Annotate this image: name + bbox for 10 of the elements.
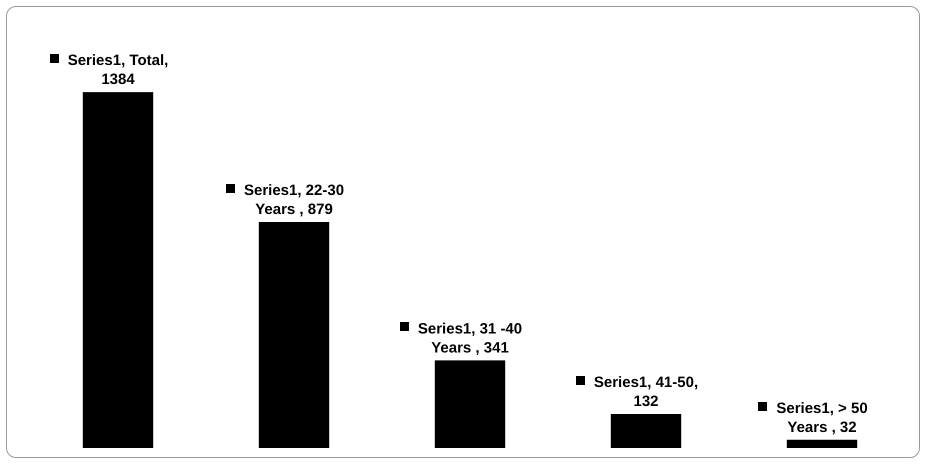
data-label: Series1, Total, 1384 [68,52,168,88]
data-label: Series1, > 50 Years , 32 [776,400,868,436]
data-label: Series1, 41-50, 132 [594,374,698,410]
bar [434,360,506,448]
bar [786,440,858,448]
bar [82,92,154,448]
data-label: Series1, 22-30 Years , 879 [244,182,344,218]
data-label: Series1, 31 -40 Years , 341 [418,320,522,356]
bar [610,414,682,448]
bar [258,222,330,448]
